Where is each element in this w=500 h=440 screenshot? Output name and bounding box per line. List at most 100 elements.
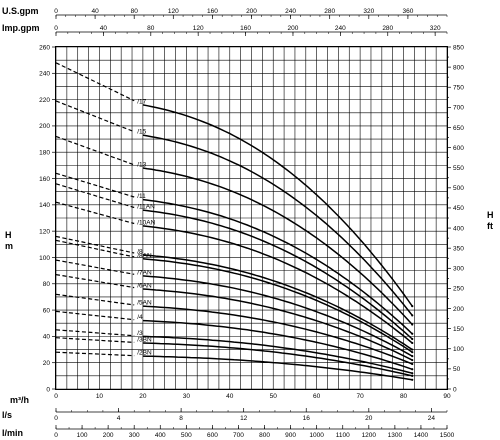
- y-right-tick-label: 150: [453, 326, 464, 333]
- curve-3BN: [142, 342, 413, 377]
- impgpm-axis-tick-label: 240: [335, 25, 346, 32]
- curve-dashed-8AN: [55, 239, 135, 258]
- lmin-axis-tick-label: 1000: [309, 432, 324, 439]
- curve-label: /3: [137, 330, 143, 337]
- y-right-tick-label: 800: [453, 64, 464, 71]
- usgpm-axis-tick-label: 280: [324, 8, 335, 15]
- lmin-axis-tick-label: 900: [285, 432, 296, 439]
- y-right-tick-label: 700: [453, 105, 464, 112]
- curve-label: /7AN: [137, 269, 152, 276]
- impgpm-axis-tick-label: 0: [54, 25, 58, 32]
- m3h-tick-label: 50: [270, 393, 278, 400]
- curve-label: /4: [137, 314, 143, 321]
- lmin-axis-tick-label: 0: [54, 432, 58, 439]
- y-left-tick-label: 180: [39, 150, 50, 157]
- curve-11: [142, 198, 413, 335]
- curve-dashed-2BN: [55, 351, 135, 357]
- y-right-tick-label: 350: [453, 245, 464, 252]
- curve-dashed-11AN: [55, 183, 135, 209]
- curve-end-marker: [411, 378, 414, 381]
- curve-8AN: [142, 258, 413, 353]
- y-left-tick-label: 140: [39, 202, 50, 209]
- y-left-tick-label: 160: [39, 176, 50, 183]
- ls-axis-tick-label: 8: [179, 415, 183, 422]
- curve-13: [142, 167, 413, 326]
- usgpm-axis-tick-label: 160: [207, 8, 218, 15]
- curve-dashed-11: [55, 172, 135, 198]
- impgpm-axis-tick-label: 320: [430, 25, 441, 32]
- y-right-tick-label: 450: [453, 205, 464, 212]
- curve-label: /6AN: [137, 283, 152, 290]
- ls-axis-tick-label: 24: [428, 415, 436, 422]
- curve-dashed-5AN: [55, 293, 135, 306]
- lmin-axis-tick-label: 200: [103, 432, 114, 439]
- curve-label: /8: [137, 248, 143, 255]
- y-left-label: H: [5, 230, 12, 240]
- curve-4: [142, 319, 413, 371]
- lmin-axis-tick-label: 100: [77, 432, 88, 439]
- curve-2BN: [142, 355, 413, 381]
- curve-17: [142, 104, 413, 307]
- curve-dashed-4: [55, 310, 135, 321]
- y-right-tick-label: 300: [453, 266, 464, 273]
- m3h-tick-label: 80: [400, 393, 408, 400]
- curve-dashed-17: [55, 62, 135, 102]
- m3h-tick-label: 30: [183, 393, 191, 400]
- y-right-tick-label: 250: [453, 286, 464, 293]
- lmin-axis-tick-label: 800: [259, 432, 270, 439]
- m3h-tick-label: 0: [54, 393, 58, 400]
- curve-11AN: [142, 209, 413, 340]
- curve-dashed-6AN: [55, 274, 135, 289]
- y-right-tick-label: 550: [453, 165, 464, 172]
- curve-label: /11AN: [137, 204, 155, 211]
- curve-end-marker: [411, 374, 414, 377]
- lmin-axis-tick-label: 500: [181, 432, 192, 439]
- curve-10AN: [142, 225, 413, 344]
- y-left-tick-label: 200: [39, 123, 50, 130]
- y-left-tick-label: 100: [39, 255, 50, 262]
- y-right-tick-label: 100: [453, 346, 464, 353]
- curve-dashed-8: [55, 235, 135, 254]
- curve-end-marker: [411, 337, 414, 341]
- y-left-tick-label: 0: [46, 386, 50, 393]
- usgpm-axis-tick-label: 80: [131, 8, 139, 15]
- axis-name-usgpm: U.S.gpm: [2, 6, 39, 16]
- curve-end-marker: [411, 362, 414, 366]
- axis-name-lmin: l/min: [2, 428, 23, 438]
- curve-dashed-3: [55, 329, 135, 337]
- curve-end-marker: [411, 314, 414, 317]
- y-left-unit: m: [5, 241, 13, 251]
- axis-name-m3h: m³/h: [10, 395, 29, 405]
- y-right-tick-label: 50: [453, 366, 461, 373]
- curve-label: /5AN: [137, 300, 152, 307]
- bottom-axes: 0 4 8 12 16 20 240 100 200 300 400 500 600 700 800 900 1…: [54, 393, 454, 439]
- curve-5AN: [142, 305, 413, 365]
- curve-dashed-7AN: [55, 259, 135, 275]
- impgpm-axis-tick-label: 40: [100, 25, 108, 32]
- m3h-tick-label: 10: [96, 393, 104, 400]
- y-right-tick-label: 600: [453, 145, 464, 152]
- y-right-tick-label: 850: [453, 44, 464, 51]
- y-left-tick-label: 240: [39, 71, 50, 78]
- impgpm-axis-tick-label: 160: [240, 25, 251, 32]
- curve-end-marker: [411, 348, 414, 351]
- impgpm-axis-tick-label: 200: [288, 25, 299, 32]
- curve-label: /10AN: [137, 219, 155, 226]
- lmin-axis-tick-label: 600: [207, 432, 218, 439]
- lmin-axis-tick-label: 1100: [336, 432, 350, 439]
- curve-label: /2BN: [137, 350, 152, 357]
- impgpm-axis-tick-label: 280: [382, 25, 393, 32]
- lmin-axis-tick-label: 1500: [440, 432, 455, 439]
- ls-axis-tick-label: 16: [303, 415, 311, 422]
- curve-label: /11: [137, 193, 146, 200]
- y-right-tick-label: 400: [453, 225, 464, 232]
- curve-dashed-10AN: [55, 201, 135, 225]
- curve-6AN: [142, 288, 413, 361]
- curve-label: /13: [137, 162, 146, 169]
- ls-axis-tick-label: 20: [365, 415, 373, 422]
- y-right-tick-label: 750: [453, 85, 464, 92]
- curve-end-marker: [411, 305, 414, 308]
- axis-name-ls: l/s: [2, 410, 12, 420]
- usgpm-axis-tick-label: 0: [54, 8, 58, 15]
